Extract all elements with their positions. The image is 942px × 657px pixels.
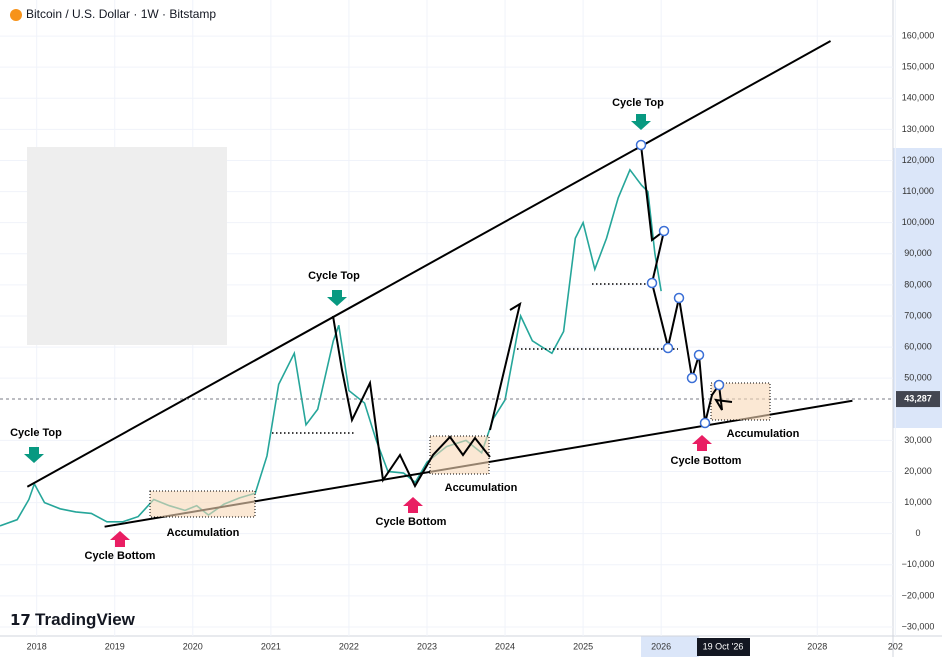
annotation: Cycle Bottom — [671, 455, 742, 467]
annotation: Cycle Bottom — [85, 550, 156, 562]
path-drawing — [332, 315, 491, 489]
y-tick-label: 60,000 — [904, 341, 932, 351]
price-line — [0, 168, 662, 527]
y-tick-label: 0 — [915, 528, 920, 538]
x-tick-label: 2024 — [495, 641, 515, 651]
brand-text: TradingView — [35, 610, 136, 629]
annotation: Cycle Top — [308, 270, 360, 282]
y-tick-label: −10,000 — [902, 559, 935, 569]
annotation: Cycle Top — [612, 97, 664, 109]
x-tick-label: 2028 — [807, 641, 827, 651]
symbol-icon — [10, 9, 22, 21]
up-arrow — [403, 497, 423, 513]
anchor-point — [693, 349, 705, 361]
current-price-label: 43,287 — [904, 393, 932, 403]
x-tick-label: 2018 — [27, 641, 47, 651]
up-arrow — [110, 531, 130, 547]
chart-title: Bitcoin / U.S. Dollar · 1W · Bitstamp — [26, 7, 216, 21]
x-tick-label: 2019 — [105, 641, 125, 651]
y-tick-label: 30,000 — [904, 435, 932, 445]
x-tick-label: 2021 — [261, 641, 281, 651]
accumulation-box — [429, 435, 490, 475]
y-tick-label: 130,000 — [902, 124, 935, 134]
y-tick-label: −30,000 — [902, 621, 935, 631]
y-tick-label: 20,000 — [904, 466, 932, 476]
anchor-point — [635, 139, 647, 151]
drawings — [24, 114, 771, 547]
y-tick-label: 160,000 — [902, 30, 935, 40]
y-tick-label: 110,000 — [902, 186, 934, 196]
anchor-point — [646, 277, 658, 289]
up-arrow — [692, 435, 712, 451]
accumulation-box — [149, 490, 256, 518]
annotation: Accumulation — [727, 428, 800, 440]
y-tick-label: 10,000 — [904, 497, 932, 507]
x-tick-label: 2022 — [339, 641, 359, 651]
x-tick-label: 2020 — [183, 641, 203, 651]
axis-highlight — [893, 148, 942, 428]
annotation: Cycle Top — [10, 427, 62, 439]
annotation: Accumulation — [445, 482, 518, 494]
x-tick-label: 2023 — [417, 641, 437, 651]
down-arrow — [327, 290, 347, 306]
axis-highlight — [641, 636, 699, 657]
anchor-point — [686, 372, 698, 384]
cursor-date: 19 Oct '26 — [703, 641, 744, 651]
y-tick-label: −20,000 — [902, 590, 935, 600]
anchor-point — [658, 225, 670, 237]
anchor-point — [662, 342, 674, 354]
y-tick-label: 70,000 — [904, 310, 932, 320]
cursor-date-box — [697, 638, 750, 656]
blank-panel — [27, 147, 227, 345]
path-drawing — [640, 144, 733, 424]
anchor-point — [673, 292, 685, 304]
down-arrow — [631, 114, 651, 130]
y-tick-label: 120,000 — [902, 155, 935, 165]
x-tick-label: 2025 — [573, 641, 593, 651]
brand-logo: 𝟭𝟳 TradingView — [10, 610, 136, 629]
y-tick-label: 140,000 — [902, 93, 935, 103]
annotation: Accumulation — [167, 527, 240, 539]
x-tick-label: 2026 — [651, 641, 671, 651]
path-drawing — [489, 301, 522, 431]
annotation: Cycle Bottom — [376, 516, 447, 528]
y-tick-label: 90,000 — [904, 248, 932, 258]
current-price-box — [896, 391, 940, 408]
anchor-point — [713, 379, 725, 391]
y-tick-label: 100,000 — [902, 217, 935, 227]
anchor-point — [699, 417, 711, 429]
down-arrow — [24, 447, 44, 463]
y-tick-label: 50,000 — [904, 373, 932, 383]
y-tick-label: 150,000 — [902, 62, 935, 72]
x-tick-label: 202 — [888, 641, 903, 651]
logo-mark: 𝟭𝟳 — [10, 612, 35, 629]
y-tick-label: 80,000 — [904, 279, 932, 289]
trend-line — [26, 40, 832, 488]
